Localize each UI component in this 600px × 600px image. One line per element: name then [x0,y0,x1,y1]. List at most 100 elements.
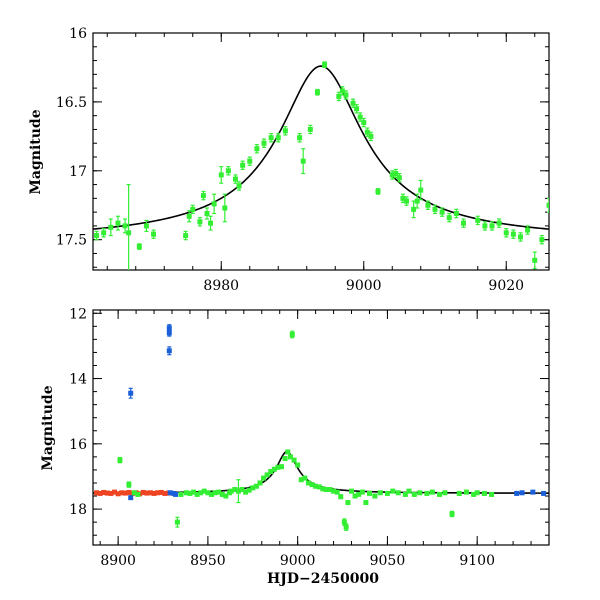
data-point [166,348,172,354]
data-point [279,464,285,470]
data-point [243,489,249,495]
data-point [503,230,509,236]
data-point [307,126,313,132]
data-point [173,491,179,497]
data-point [481,490,487,496]
data-point [183,233,189,239]
data-point [336,93,342,99]
data-point [539,237,545,243]
data-point [228,488,234,494]
data-point [411,206,417,212]
data-point [232,487,238,493]
data-point [453,211,459,217]
data-point [236,183,242,189]
data-point [104,490,110,496]
data-point [390,488,396,494]
data-point [349,488,355,494]
data-point [128,390,134,396]
data-point [429,489,435,495]
data-point [151,231,157,237]
bottom-x-tick-label: 8900 [100,553,136,569]
data-point [275,135,281,141]
data-point [246,487,252,493]
data-point [356,491,362,497]
data-point [352,493,358,499]
data-point [208,220,214,226]
data-point [357,114,363,120]
data-point [289,331,295,337]
data-point [482,223,488,229]
data-point [518,234,523,240]
data-point [366,490,372,496]
data-point [350,100,356,106]
data-point [514,490,520,496]
top-x-tick-label: 9000 [346,278,382,294]
bottom-series-2 [117,330,495,531]
data-point [417,490,423,496]
data-point [128,495,134,501]
data-point [424,490,430,496]
data-point [197,219,203,225]
bottom-plot-frame [92,309,550,546]
data-point [223,493,229,499]
data-point [135,491,141,497]
data-point [406,488,412,494]
data-point [471,491,477,497]
data-point [436,491,442,497]
data-point [191,489,197,495]
data-point [275,464,281,470]
data-point [519,490,525,496]
data-point [140,489,146,495]
data-point [254,146,260,152]
top-panel-y-axis-title: Magnitude [28,109,44,194]
data-point [218,172,224,178]
top-x-tick-label: 8980 [203,278,239,294]
data-point [363,500,369,506]
data-point [334,489,340,495]
data-point [541,490,547,496]
data-point [126,482,132,488]
data-point [339,88,345,94]
data-point [186,213,192,219]
data-point [400,195,406,201]
data-point [510,231,516,237]
data-point [343,92,349,98]
top-model-curve [93,65,549,230]
data-point [316,484,322,490]
bottom-series-1 [128,324,547,501]
bottom-panel-full-light-curve: 8900 8950 9000 9050 9100 12 14 16 18 [69,306,550,569]
data-point [178,491,184,497]
top-series-0 [94,61,549,270]
data-point [101,230,107,236]
data-point [225,168,231,174]
data-point [285,449,291,455]
top-y-tick-label: 16.5 [56,95,87,111]
top-y-tick-label: 16 [69,26,87,42]
data-point [200,193,206,199]
data-point [119,490,125,496]
data-point [546,202,549,208]
data-point [343,524,349,530]
data-point [174,519,180,525]
data-point [287,454,293,460]
data-point [233,176,238,182]
data-point [489,223,495,229]
data-point [313,483,319,489]
data-point [268,135,274,141]
data-point [112,489,118,495]
data-point [309,482,315,488]
data-point [264,472,270,478]
data-point [122,223,128,229]
data-point [389,172,395,178]
data-point [194,491,200,497]
data-point [364,129,370,135]
data-point [314,89,320,95]
data-point [322,62,328,68]
bottom-y-tick-label: 16 [69,437,87,453]
data-point [261,475,267,481]
data-point [204,211,210,217]
data-point [341,519,347,525]
data-point [166,330,172,336]
data-point [295,462,301,468]
